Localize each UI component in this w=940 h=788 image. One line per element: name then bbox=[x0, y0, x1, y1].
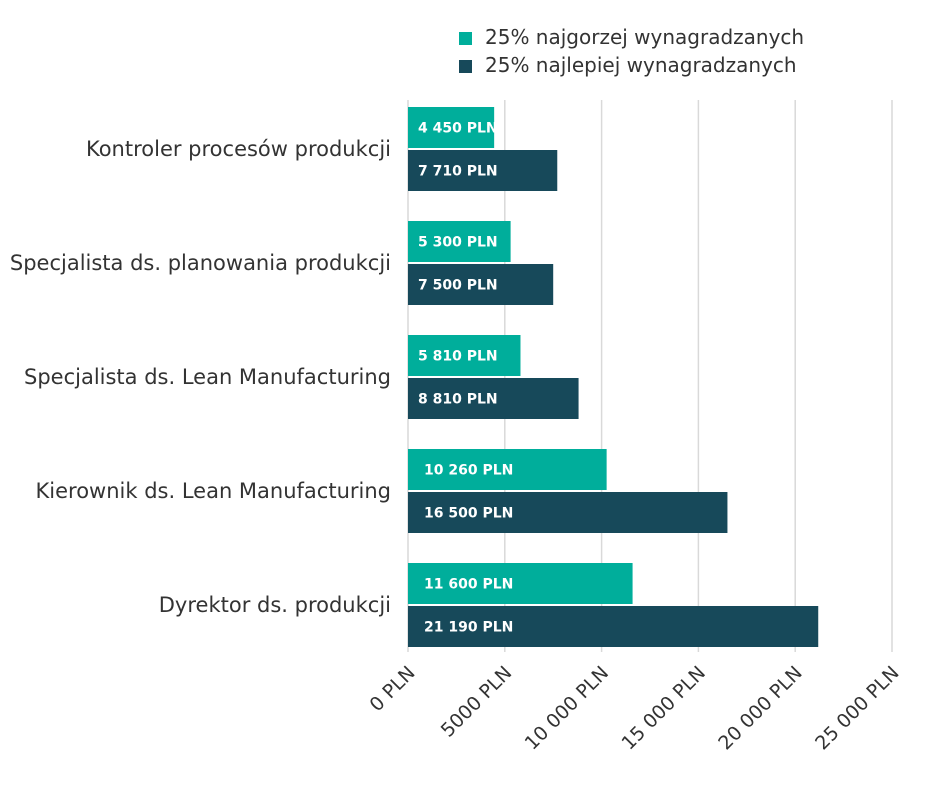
data-label: 5 810 PLN bbox=[418, 349, 498, 365]
bar-top-25 bbox=[408, 492, 728, 533]
category-labels: Kontroler procesów produkcji Specjalista … bbox=[10, 137, 391, 617]
data-label: 5 300 PLN bbox=[418, 235, 498, 251]
category-label: Specjalista ds. Lean Manufacturing bbox=[24, 365, 391, 389]
bar-top-25 bbox=[408, 264, 554, 305]
category-label: Specjalista ds. planowania produkcji bbox=[10, 251, 391, 275]
data-label: 7 710 PLN bbox=[418, 164, 498, 180]
category-label: Kierownik ds. Lean Manufacturing bbox=[36, 479, 392, 503]
x-tick-label: 20 000 PLN bbox=[714, 662, 806, 754]
bar-top-25 bbox=[408, 606, 819, 647]
x-tick-labels: 0 PLN 5000 PLN 10 000 PLN 15 000 PLN 20 000 … bbox=[366, 662, 904, 754]
bar-bottom-25 bbox=[408, 563, 633, 604]
legend-label: 25% najlepiej wynagradzanych bbox=[485, 53, 797, 77]
bar-bottom-25 bbox=[408, 107, 495, 148]
x-tick-label: 10 000 PLN bbox=[521, 662, 613, 754]
legend-label: 25% najgorzej wynagradzanych bbox=[485, 25, 804, 49]
data-label: 21 190 PLN bbox=[424, 620, 513, 636]
bar-bottom-25 bbox=[408, 449, 607, 490]
data-label: 7 500 PLN bbox=[418, 278, 498, 294]
x-tick-label: 25 000 PLN bbox=[811, 662, 903, 754]
data-label: 4 450 PLN bbox=[418, 121, 498, 137]
legend-swatch bbox=[459, 60, 472, 73]
data-label: 11 600 PLN bbox=[424, 577, 513, 593]
data-label: 16 500 PLN bbox=[424, 506, 513, 522]
bar-top-25 bbox=[408, 150, 558, 191]
bar-top-25 bbox=[408, 378, 579, 419]
bar-bottom-25 bbox=[408, 335, 521, 376]
bar-bottom-25 bbox=[408, 221, 511, 262]
data-label: 8 810 PLN bbox=[418, 392, 498, 408]
legend-swatch bbox=[459, 32, 472, 45]
x-tick-label: 5000 PLN bbox=[437, 662, 517, 742]
x-tick-label: 15 000 PLN bbox=[617, 662, 709, 754]
data-label: 10 260 PLN bbox=[424, 463, 513, 479]
category-label: Kontroler procesów produkcji bbox=[86, 137, 391, 161]
x-tick-label: 0 PLN bbox=[366, 662, 420, 716]
bars: 4 450 PLN 7 710 PLN 5 300 PLN 7 500 PLN 5 81… bbox=[408, 107, 819, 647]
category-label: Dyrektor ds. produkcji bbox=[159, 593, 391, 617]
gridlines bbox=[407, 100, 893, 652]
legend: 25% najgorzej wynagradzanych 25% najlepie… bbox=[459, 25, 804, 77]
